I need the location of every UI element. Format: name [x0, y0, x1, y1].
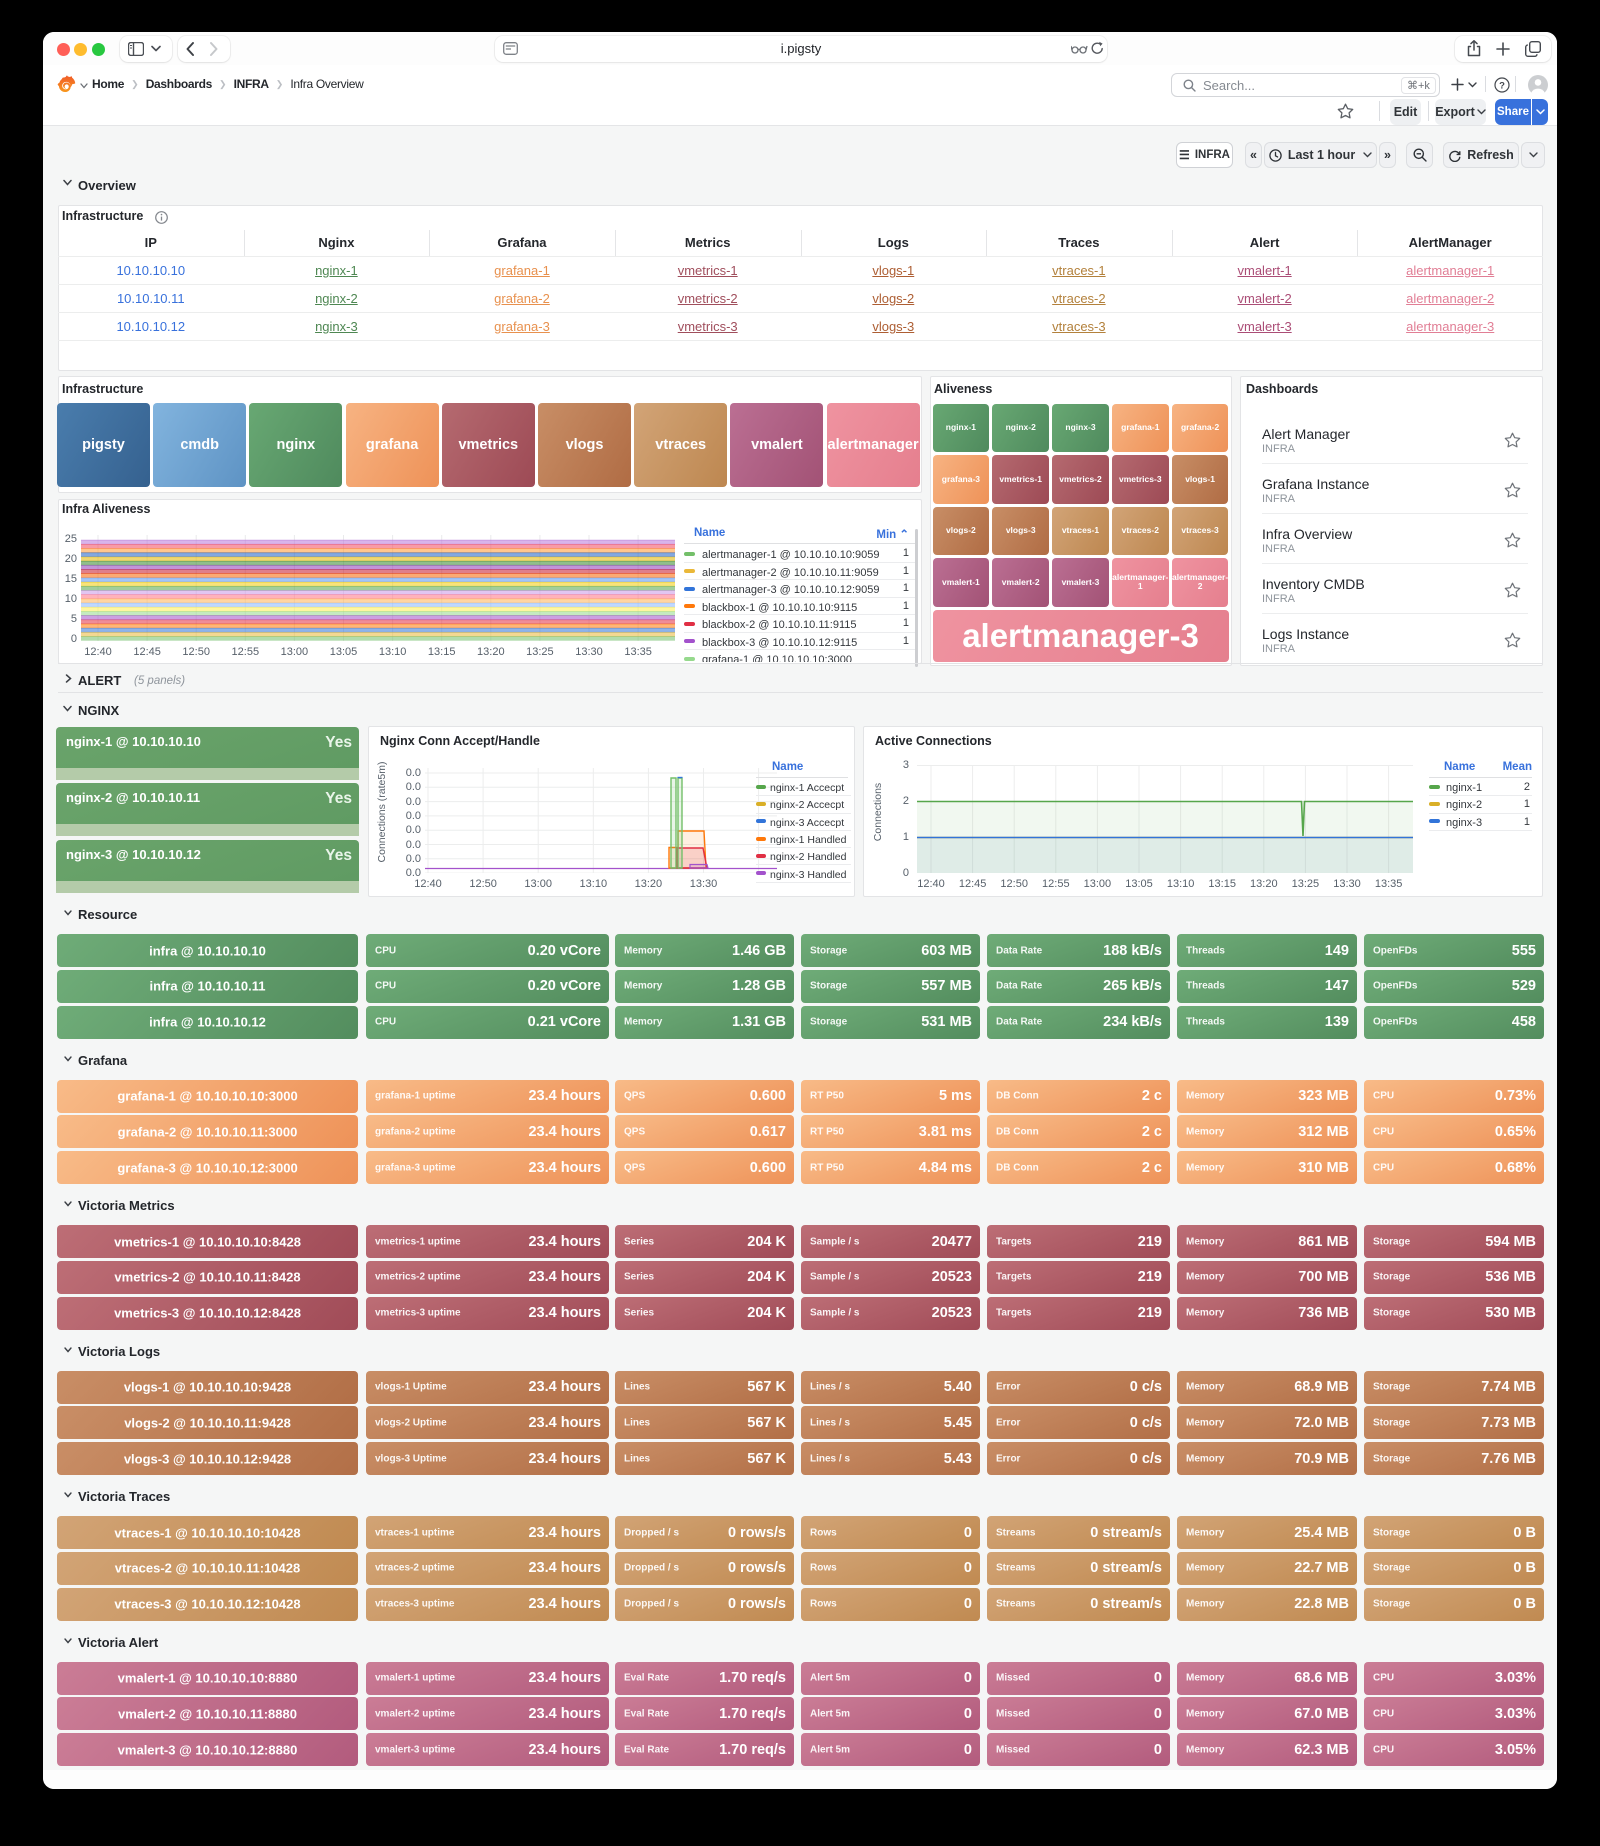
svg-text:?: ? — [1499, 81, 1505, 92]
